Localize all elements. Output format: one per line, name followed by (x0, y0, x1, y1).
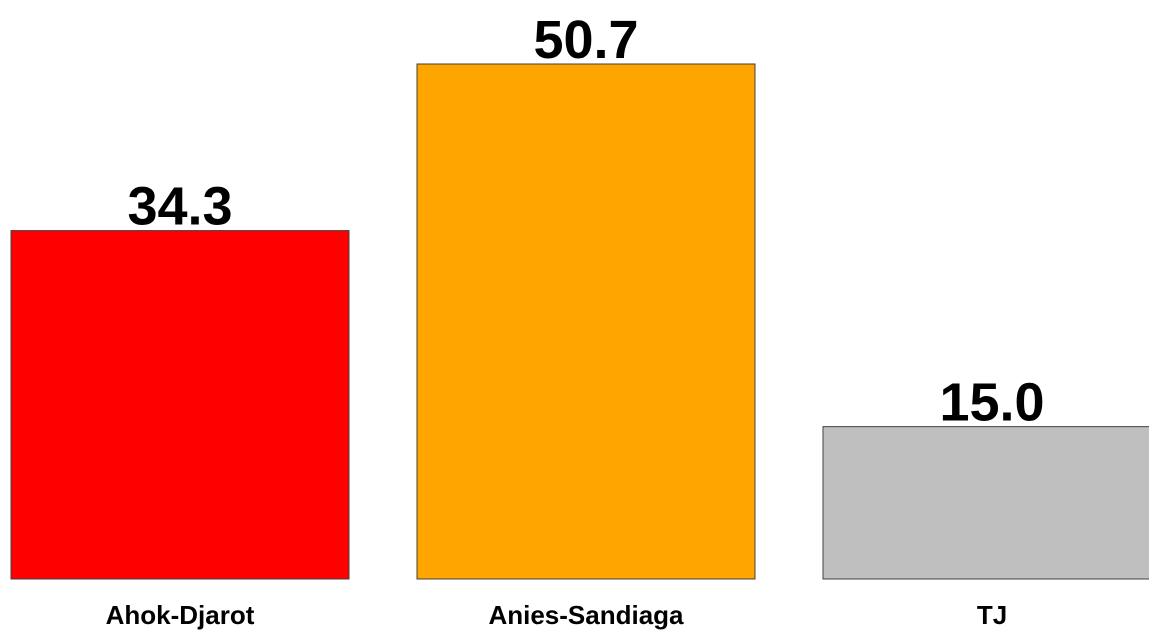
value-label: 15.0 (939, 373, 1044, 433)
x-tick-label: TJ (977, 600, 1007, 630)
x-tick-label: Ahok-Djarot (106, 600, 255, 630)
x-tick-label: Anies-Sandiaga (488, 600, 684, 630)
bar (10, 230, 350, 580)
value-label: 34.3 (127, 177, 232, 237)
value-label: 50.7 (533, 10, 638, 70)
bar (416, 63, 756, 580)
bar (822, 426, 1149, 580)
